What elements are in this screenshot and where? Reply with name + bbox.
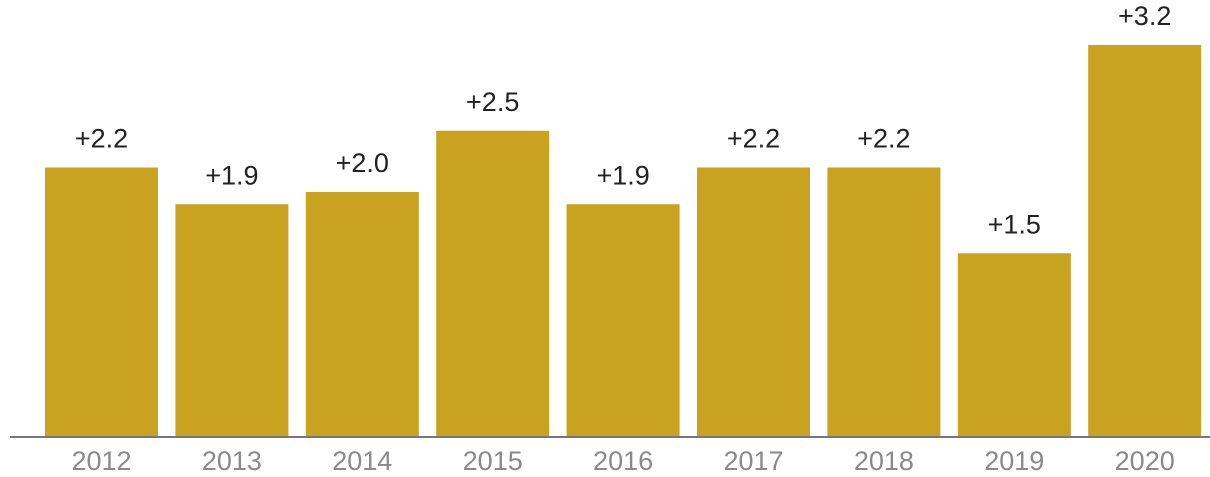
value-label: +2.2: [857, 124, 910, 154]
x-tick-label: 2014: [332, 446, 392, 476]
x-tick-label: 2013: [202, 446, 262, 476]
value-label: +1.5: [988, 209, 1041, 239]
bar: [957, 253, 1071, 437]
x-tick-label: 2016: [593, 446, 653, 476]
value-label: +3.2: [1118, 1, 1171, 31]
bar: [175, 204, 289, 437]
value-label: +1.9: [596, 160, 649, 190]
value-label: +1.9: [205, 160, 258, 190]
x-tick-label: 2018: [854, 446, 914, 476]
bar: [436, 130, 550, 437]
bar: [45, 167, 158, 437]
x-tick-label: 2020: [1115, 446, 1175, 476]
value-label: +2.0: [336, 148, 389, 178]
value-label: +2.5: [466, 87, 519, 117]
bar: [305, 192, 419, 437]
x-tick-label: 2017: [723, 446, 783, 476]
x-tick-label: 2015: [463, 446, 523, 476]
value-label: +2.2: [727, 124, 780, 154]
x-tick-label: 2019: [984, 446, 1044, 476]
bar: [1088, 45, 1202, 437]
bar: [697, 167, 810, 437]
bar: [566, 204, 680, 437]
x-tick-label: 2012: [71, 446, 131, 476]
value-label: +2.2: [75, 124, 128, 154]
bar: [827, 167, 941, 437]
